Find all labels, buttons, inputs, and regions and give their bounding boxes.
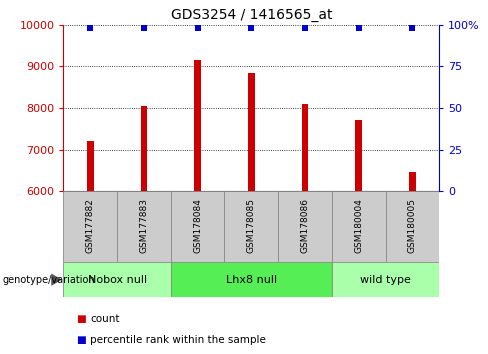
Bar <box>171 262 332 297</box>
Point <box>247 25 255 31</box>
Text: ■: ■ <box>76 335 85 345</box>
Bar <box>332 191 386 262</box>
Point <box>194 25 202 31</box>
Text: genotype/variation: genotype/variation <box>2 275 95 285</box>
Text: GSM178084: GSM178084 <box>193 198 202 253</box>
Text: GSM178085: GSM178085 <box>247 198 256 253</box>
Bar <box>302 104 308 191</box>
Polygon shape <box>51 273 62 286</box>
Point <box>355 25 363 31</box>
Title: GDS3254 / 1416565_at: GDS3254 / 1416565_at <box>171 8 332 22</box>
Bar <box>63 262 171 297</box>
Bar <box>141 106 147 191</box>
Bar <box>355 120 362 191</box>
Bar <box>386 191 439 262</box>
Text: GSM180004: GSM180004 <box>354 198 363 253</box>
Bar <box>278 191 332 262</box>
Bar <box>63 191 117 262</box>
Text: GSM180005: GSM180005 <box>408 198 417 253</box>
Text: GSM177882: GSM177882 <box>86 198 95 253</box>
Point <box>301 25 309 31</box>
Bar <box>248 73 255 191</box>
Point <box>140 25 148 31</box>
Text: Nobox null: Nobox null <box>87 275 147 285</box>
Bar <box>117 191 171 262</box>
Text: wild type: wild type <box>360 275 411 285</box>
Text: ■: ■ <box>76 314 85 324</box>
Text: GSM177883: GSM177883 <box>140 198 148 253</box>
Text: percentile rank within the sample: percentile rank within the sample <box>90 335 266 345</box>
Text: GSM178086: GSM178086 <box>301 198 309 253</box>
Bar <box>87 141 94 191</box>
Bar <box>171 191 224 262</box>
Point <box>86 25 94 31</box>
Text: Lhx8 null: Lhx8 null <box>226 275 277 285</box>
Bar <box>194 60 201 191</box>
Bar <box>332 262 439 297</box>
Point <box>408 25 416 31</box>
Text: count: count <box>90 314 120 324</box>
Bar <box>409 172 416 191</box>
Bar <box>224 191 278 262</box>
